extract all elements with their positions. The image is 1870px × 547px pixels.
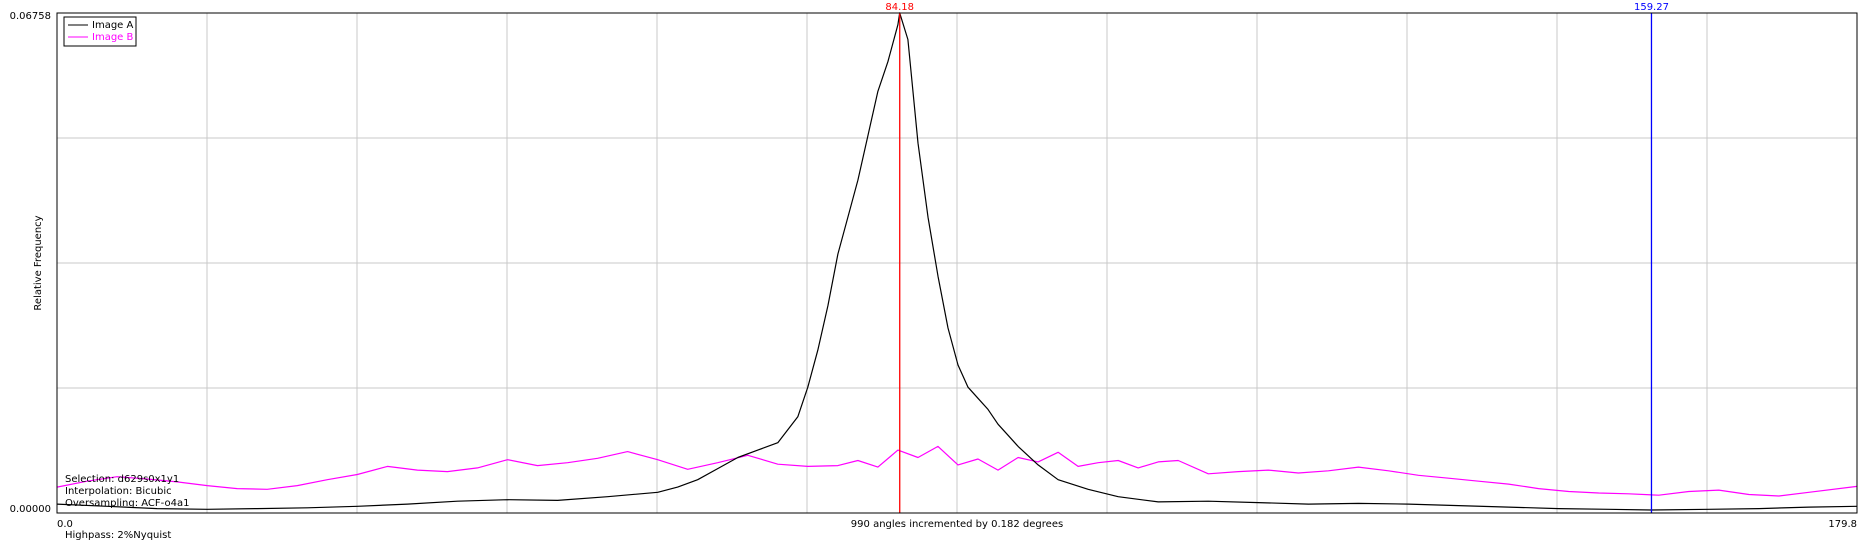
info-line-interpolation: Interpolation: Bicubic <box>65 486 172 497</box>
info-line-selection: Selection: d629s0x1y1 <box>65 474 179 485</box>
legend-label-image-b: Image B <box>92 32 133 43</box>
legend-box <box>63 16 137 47</box>
x-tick-label-max: 179.8 <box>1828 519 1857 530</box>
series-line-image-a <box>56 12 1858 511</box>
marker-layer: 84.18 159.27 <box>885 2 1669 513</box>
series-layer <box>56 12 1858 511</box>
footer-note: Highpass: 2%Nyquist <box>65 530 171 541</box>
y-axis-label: Relative Frequency <box>33 215 44 310</box>
grid-lines <box>57 13 1857 513</box>
series-line-image-b <box>56 445 1858 497</box>
y-tick-label-min: 0.00000 <box>10 504 51 515</box>
marker-label: 159.27 <box>1634 2 1669 13</box>
legend-label-image-a: Image A <box>92 20 133 31</box>
plot-frame <box>56 12 1858 514</box>
y-tick-label-max: 0.06758 <box>10 11 51 22</box>
x-axis-label: 990 angles incremented by 0.182 degrees <box>851 519 1063 530</box>
info-line-oversampling: Oversampling: ACF-o4a1 <box>65 498 189 509</box>
x-tick-label-min: 0.0 <box>57 519 73 530</box>
marker-label: 84.18 <box>885 2 914 13</box>
legend: Image A Image B <box>63 16 137 47</box>
